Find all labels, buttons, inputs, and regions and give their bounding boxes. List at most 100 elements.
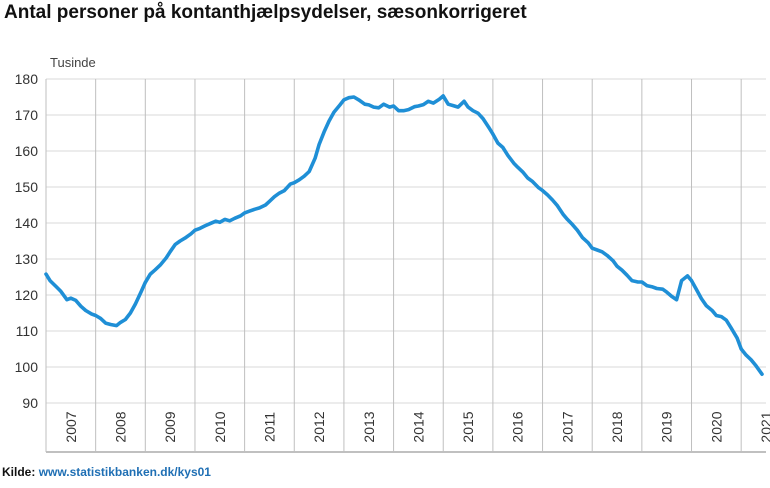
data-point — [193, 228, 197, 232]
data-point — [178, 239, 182, 243]
data-point — [735, 336, 739, 340]
data-point — [615, 264, 619, 268]
x-tick-label: 2007 — [63, 411, 79, 442]
data-point — [546, 193, 549, 197]
data-point — [327, 119, 331, 123]
data-point — [724, 318, 728, 322]
data-point — [388, 105, 392, 109]
data-point — [636, 280, 640, 284]
data-point — [665, 290, 669, 294]
data-point — [90, 312, 94, 316]
data-point — [451, 104, 455, 108]
line-chart: Tusinde 90 100 110 120 130 140 150 160 170 180 20… — [15, 55, 770, 453]
y-tick-label: 90 — [22, 395, 38, 411]
data-point — [48, 279, 52, 282]
data-point — [586, 241, 590, 245]
data-point — [363, 102, 367, 106]
data-point — [54, 284, 58, 288]
x-tick-label: 2014 — [410, 411, 426, 442]
data-point — [392, 104, 395, 108]
data-point — [481, 117, 485, 120]
y-tick-label: 130 — [15, 251, 39, 267]
x-tick-label: 2020 — [708, 411, 724, 442]
data-point — [700, 297, 703, 300]
data-point — [516, 165, 520, 169]
data-point — [367, 103, 371, 107]
data-point — [173, 243, 177, 247]
data-point — [402, 109, 405, 113]
data-point — [471, 109, 475, 113]
data-point — [94, 314, 98, 317]
data-point — [218, 220, 222, 224]
data-point — [675, 298, 679, 302]
data-point — [556, 204, 559, 208]
data-point — [183, 236, 187, 240]
data-point — [437, 97, 441, 101]
data-point — [580, 236, 584, 239]
y-tick-label: 150 — [15, 179, 39, 195]
x-tick-label: 2009 — [162, 411, 178, 442]
y-tick-label: 170 — [15, 107, 39, 123]
data-point — [65, 298, 69, 302]
data-point — [531, 180, 535, 184]
data-point — [253, 207, 256, 211]
data-point — [258, 206, 261, 210]
data-point — [661, 287, 665, 291]
data-point — [595, 248, 599, 252]
data-point — [332, 110, 336, 114]
data-point — [143, 281, 147, 284]
data-point — [695, 288, 698, 291]
y-tick-label: 180 — [15, 71, 39, 87]
y-axis-label: Tusinde — [50, 55, 96, 70]
data-point — [466, 105, 470, 109]
data-point — [551, 198, 554, 202]
data-point — [655, 287, 659, 290]
data-point — [44, 272, 48, 276]
data-point — [223, 218, 227, 221]
data-point — [338, 103, 342, 107]
x-tick-label: 2011 — [261, 412, 277, 442]
y-axis-ticks: 90 100 110 120 130 140 150 160 170 180 — [15, 71, 39, 411]
data-point — [297, 178, 301, 182]
data-point — [729, 326, 733, 330]
data-point — [744, 353, 748, 357]
data-point — [512, 161, 516, 165]
x-tick-label: 2018 — [609, 411, 625, 442]
data-point — [680, 279, 683, 282]
data-point — [268, 200, 271, 203]
data-point — [487, 126, 491, 129]
data-point — [99, 317, 103, 320]
data-point — [417, 104, 420, 108]
source-note: Kilde: www.statistikbanken.dk/kys01 — [2, 465, 211, 479]
data-point — [243, 211, 247, 215]
data-point — [377, 106, 381, 110]
data-point — [158, 263, 162, 267]
data-point — [575, 228, 579, 232]
data-point — [650, 285, 654, 289]
x-tick-label: 2019 — [659, 411, 675, 442]
data-point — [456, 105, 460, 109]
data-point — [124, 318, 127, 321]
data-point — [372, 105, 376, 109]
data-point — [506, 153, 510, 157]
data-point — [133, 302, 137, 306]
data-point — [273, 195, 276, 199]
data-point — [640, 280, 644, 284]
source-link[interactable]: www.statistikbanken.dk/kys01 — [38, 465, 211, 479]
data-point — [705, 304, 708, 308]
data-point — [491, 132, 495, 136]
data-point — [59, 290, 63, 293]
data-point — [322, 130, 326, 134]
y-tick-label: 100 — [15, 359, 39, 375]
data-point — [537, 186, 540, 190]
data-point — [248, 209, 251, 213]
data-point — [119, 320, 122, 324]
data-point — [407, 108, 410, 111]
data-point — [264, 203, 267, 207]
x-tick-label: 2008 — [112, 411, 128, 442]
data-point — [198, 227, 202, 230]
x-tick-label: 2012 — [311, 411, 327, 442]
x-tick-label: 2017 — [559, 411, 575, 442]
data-point — [129, 311, 132, 315]
data-point — [203, 224, 207, 228]
